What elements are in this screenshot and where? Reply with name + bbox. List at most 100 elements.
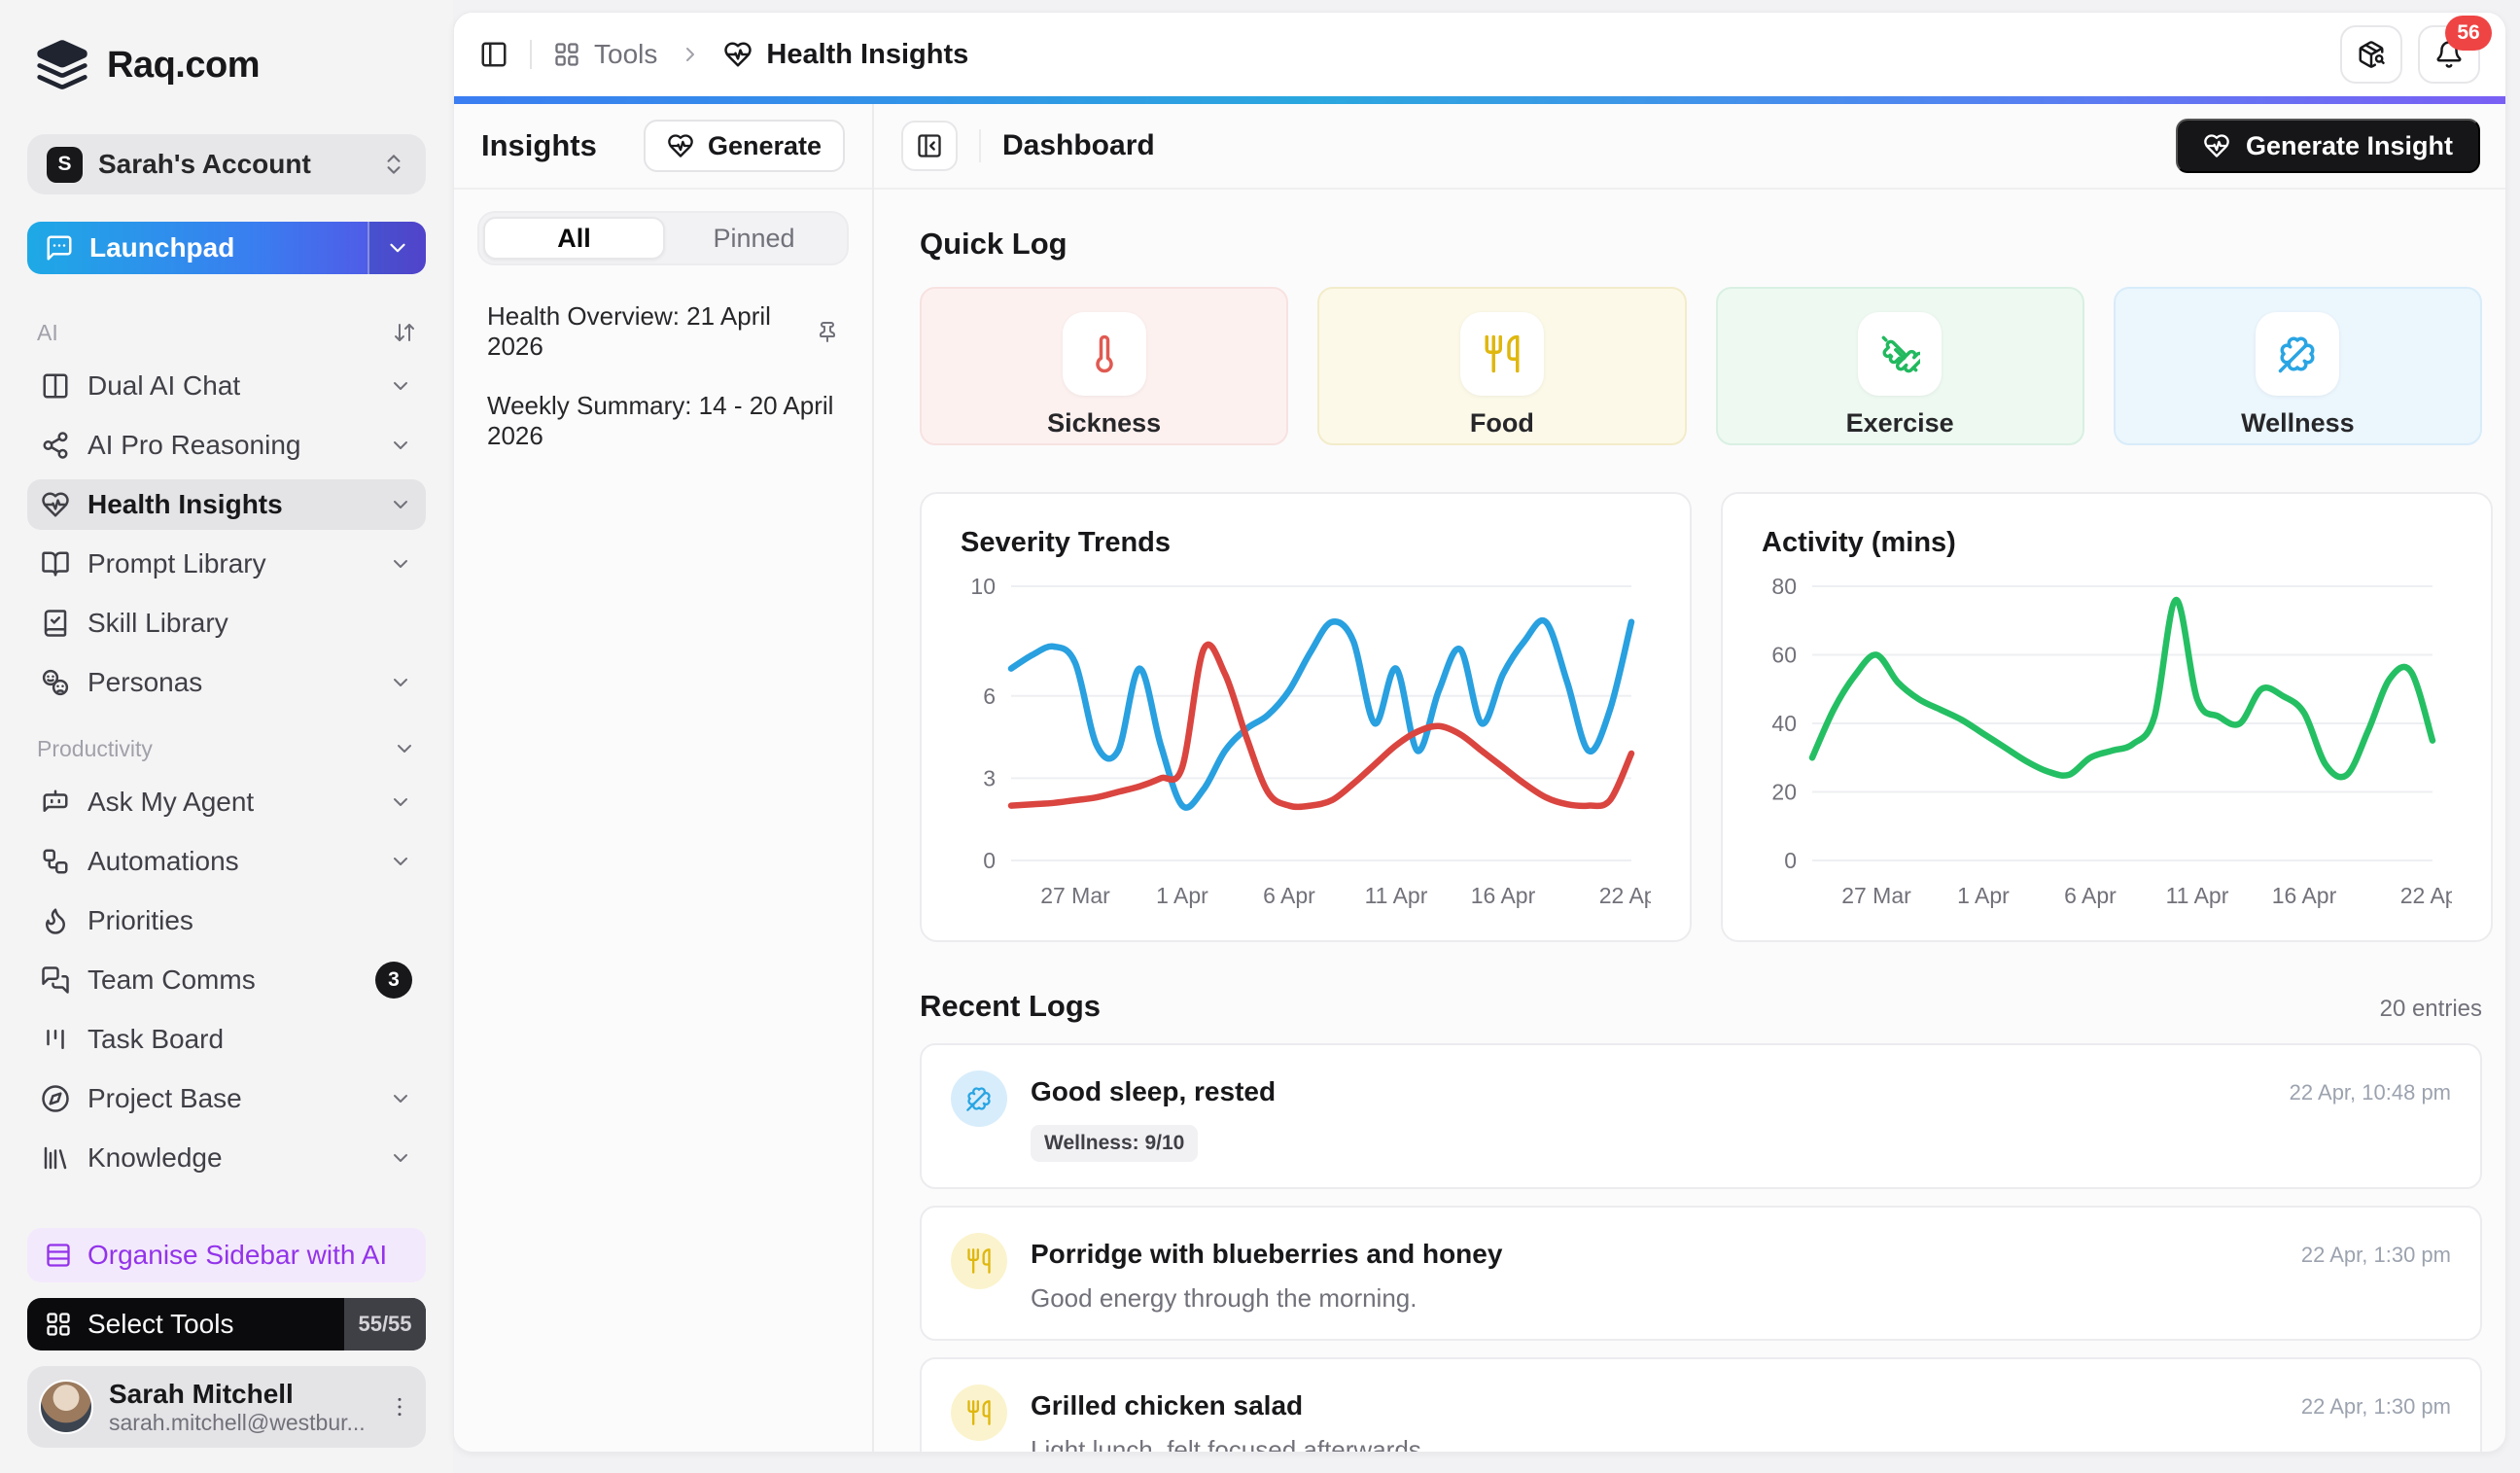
organise-sidebar-button[interactable]: Organise Sidebar with AI <box>27 1228 426 1282</box>
sidebar-item-priorities[interactable]: Priorities <box>27 895 426 946</box>
log-entry-content: Grilled chicken saladLight lunch, felt f… <box>1031 1385 2278 1453</box>
quick-log-card-food[interactable]: Food <box>1317 287 1686 445</box>
sidebar-item-label: Task Board <box>88 1024 412 1055</box>
sidebar-item-ai-pro-reasoning[interactable]: AI Pro Reasoning <box>27 420 426 471</box>
charts-row: Severity Trends 0361027 Mar1 Apr6 Apr11 … <box>920 492 2482 942</box>
insight-list-item[interactable]: Health Overview: 21 April 2026 <box>477 287 849 376</box>
quick-log-card-wellness[interactable]: Wellness <box>2114 287 2482 445</box>
sidebar-item-prompt-library[interactable]: Prompt Library <box>27 539 426 589</box>
sidebar-item-ask-my-agent[interactable]: Ask My Agent <box>27 777 426 827</box>
log-entry-content: Good sleep, restedWellness: 9/10 <box>1031 1070 2266 1162</box>
sidebar-item-label: AI Pro Reasoning <box>88 430 371 461</box>
insight-list-item[interactable]: Weekly Summary: 14 - 20 April 2026 <box>477 376 849 466</box>
log-entry-content: Porridge with blueberries and honey Good … <box>1031 1233 2278 1314</box>
chevron-right-icon <box>679 43 702 66</box>
sidebar-item-label: Skill Library <box>88 608 412 639</box>
tab-all[interactable]: All <box>483 217 665 260</box>
log-entry-title: Porridge with blueberries and honey <box>1031 1239 2278 1270</box>
svg-text:0: 0 <box>983 848 996 873</box>
user-email: sarah.mitchell@westbur... <box>109 1410 371 1436</box>
columns-icon <box>41 371 70 401</box>
launchpad-button[interactable]: Launchpad <box>27 222 426 274</box>
select-tools-label: Select Tools <box>88 1309 233 1340</box>
activity-title: Activity (mins) <box>1762 527 2452 559</box>
page-title: Dashboard <box>1002 129 1155 162</box>
sidebar-item-label: Health Insights <box>88 489 371 520</box>
select-tools-main: Select Tools <box>27 1309 344 1340</box>
flame-icon <box>41 906 70 935</box>
quick-log-card-label: Exercise <box>1846 408 1954 438</box>
heart-pulse-icon <box>667 132 694 159</box>
svg-text:20: 20 <box>1771 780 1797 805</box>
sidebar-item-project-base[interactable]: Project Base <box>27 1073 426 1124</box>
library-icon <box>41 1143 70 1173</box>
account-avatar: S <box>47 147 83 183</box>
sidebar-item-dual-ai-chat[interactable]: Dual AI Chat <box>27 361 426 411</box>
sidebar-item-knowledge[interactable]: Knowledge <box>27 1133 426 1183</box>
ellipsis-vertical-icon[interactable] <box>387 1392 412 1421</box>
breadcrumb-page-label: Health Insights <box>766 39 968 71</box>
sidebar-item-label: Team Comms <box>88 964 358 996</box>
sidebar-item-label: Automations <box>88 846 371 877</box>
sidebar-item-team-comms[interactable]: Team Comms 3 <box>27 955 426 1005</box>
sidebar-item-skill-library[interactable]: Skill Library <box>27 598 426 649</box>
generate-button-label: Generate <box>708 131 822 161</box>
dashboard-header: Dashboard Generate Insight <box>874 104 2505 190</box>
svg-text:16 Apr: 16 Apr <box>1471 883 1536 908</box>
log-entry-card[interactable]: Porridge with blueberries and honey Good … <box>920 1206 2482 1341</box>
insights-title: Insights <box>481 128 597 163</box>
sidebar-item-label: Prompt Library <box>88 548 371 579</box>
log-entry-title: Good sleep, rested <box>1031 1076 2266 1107</box>
log-entry-subtitle: Good energy through the morning. <box>1031 1283 2278 1314</box>
generate-insight-button[interactable]: Generate Insight <box>2176 119 2480 173</box>
log-entry-subtitle: Light lunch, felt focused afterwards. <box>1031 1435 2278 1453</box>
account-switcher[interactable]: S Sarah's Account <box>27 134 426 194</box>
message-square-icon <box>45 233 74 263</box>
svg-text:22 Apr: 22 Apr <box>2400 883 2452 908</box>
chevron-down-icon <box>389 671 412 694</box>
generate-insight-label: Generate Insight <box>2246 131 2453 161</box>
quick-log-tile <box>1063 312 1146 396</box>
pin-icon <box>816 320 839 343</box>
unread-count-badge: 3 <box>375 962 412 999</box>
panel-left-icon[interactable] <box>479 40 508 69</box>
log-entry-card[interactable]: Good sleep, restedWellness: 9/1022 Apr, … <box>920 1043 2482 1189</box>
svg-text:0: 0 <box>1784 848 1797 873</box>
launchpad-main[interactable]: Launchpad <box>27 222 368 274</box>
series-activity-minutes <box>1812 600 2432 777</box>
sidebar-item-health-insights[interactable]: Health Insights <box>27 479 426 530</box>
sidebar-item-task-board[interactable]: Task Board <box>27 1014 426 1065</box>
utensils-icon <box>1482 333 1522 374</box>
user-card[interactable]: Sarah Mitchell sarah.mitchell@westbur... <box>27 1366 426 1448</box>
breadcrumb-tools[interactable]: Tools <box>553 39 657 70</box>
brand-name: Raq.com <box>107 45 260 87</box>
breadcrumb-page[interactable]: Health Insights <box>723 39 968 71</box>
package-search-button[interactable] <box>2340 25 2402 84</box>
messages-icon <box>41 965 70 995</box>
collapse-panel-button[interactable] <box>901 121 958 171</box>
recent-logs-header: Recent Logs 20 entries <box>920 989 2482 1024</box>
sidebar-item-personas[interactable]: Personas <box>27 657 426 708</box>
chevron-down-icon <box>393 737 416 760</box>
sidebar-section-header-productivity: Productivity <box>27 729 426 768</box>
select-tools-button[interactable]: Select Tools 55/55 <box>27 1298 426 1350</box>
heart-pulse-icon <box>723 40 752 69</box>
sidebar-item-automations[interactable]: Automations <box>27 836 426 887</box>
tab-pinned[interactable]: Pinned <box>665 217 843 260</box>
notifications-button[interactable]: 56 <box>2418 25 2480 84</box>
severity-trends-card: Severity Trends 0361027 Mar1 Apr6 Apr11 … <box>920 492 1692 942</box>
quick-log-card-sickness[interactable]: Sickness <box>920 287 1288 445</box>
quick-log-card-label: Sickness <box>1047 408 1161 438</box>
quick-log-card-exercise[interactable]: Exercise <box>1716 287 2084 445</box>
launchpad-expand-button[interactable] <box>368 222 426 274</box>
log-entry-card[interactable]: Grilled chicken saladLight lunch, felt f… <box>920 1357 2482 1453</box>
log-entry-avatar <box>951 1233 1007 1289</box>
generate-button[interactable]: Generate <box>644 120 845 172</box>
thermometer-icon <box>1084 333 1125 374</box>
sidebar-section-header-ai: AI <box>27 313 426 352</box>
activity-card: Activity (mins) 02040608027 Mar1 Apr6 Ap… <box>1721 492 2493 942</box>
log-entry-timestamp: 22 Apr, 1:30 pm <box>2301 1233 2451 1314</box>
topbar: Tools Health Insights 56 <box>454 13 2505 96</box>
book-check-icon <box>41 609 70 638</box>
svg-text:60: 60 <box>1771 643 1797 668</box>
